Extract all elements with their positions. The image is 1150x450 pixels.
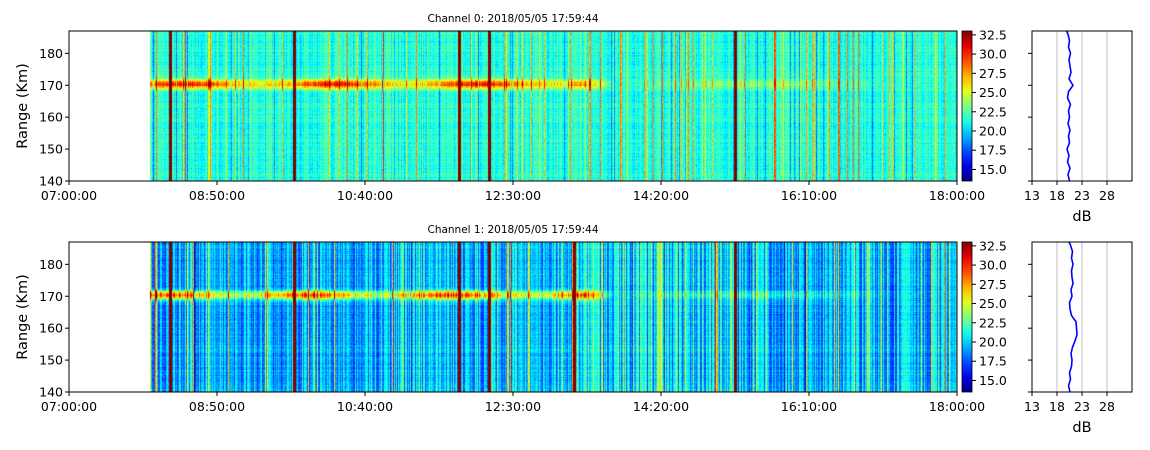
colorbar-tick-label: 30.0: [979, 47, 1007, 62]
y-tick-label: 170: [39, 289, 63, 304]
profile-frame: [1031, 30, 1133, 182]
y-tick-label: 160: [39, 321, 63, 336]
x-tick-label: 10:40:00: [337, 399, 393, 414]
x-tick-label: 18:00:00: [929, 399, 985, 414]
x-tick-label: 16:10:00: [781, 188, 837, 203]
colorbar-tick-label: 30.0: [979, 258, 1007, 273]
profile-x-tick-label: 23: [1074, 399, 1090, 414]
y-tick-label: 180: [39, 46, 63, 61]
x-tick-label: 08:50:00: [189, 188, 245, 203]
colorbar-tick-label: 32.5: [979, 238, 1007, 253]
colorbar-tick-label: 15.0: [979, 162, 1007, 177]
y-axis-label: Range (Km): [15, 63, 31, 149]
y-tick-label: 150: [39, 142, 63, 157]
heatmap-image: [69, 31, 957, 181]
colorbar-tick-label: 25.0: [979, 296, 1007, 311]
profile-x-tick-label: 18: [1049, 188, 1065, 203]
colorbar: [961, 241, 973, 393]
y-axis-label: Range (Km): [15, 274, 31, 360]
x-tick-label: 12:30:00: [485, 188, 541, 203]
x-tick-label: 18:00:00: [929, 188, 985, 203]
y-tick-label: 140: [39, 174, 63, 189]
colorbar-tick-label: 17.5: [979, 143, 1007, 158]
colorbar-tick-label: 15.0: [979, 373, 1007, 388]
colorbar-tick-label: 22.5: [979, 104, 1007, 119]
panel-channel-0: Channel 0: 2018/05/05 17:59:44 07:00:00 08…: [15, 13, 1133, 225]
x-tick-label: 14:20:00: [633, 399, 689, 414]
colorbar-tick-label: 32.5: [979, 27, 1007, 42]
profile-x-tick-label: 28: [1099, 188, 1115, 203]
y-tick-label: 160: [39, 110, 63, 125]
x-tick-label: 08:50:00: [189, 399, 245, 414]
panel-title: Channel 1: 2018/05/05 17:59:44: [427, 224, 598, 236]
panel-title: Channel 0: 2018/05/05 17:59:44: [427, 13, 598, 25]
profile-line: [1065, 30, 1074, 182]
profile-x-tick-label: 13: [1024, 188, 1040, 203]
x-tick-label: 10:40:00: [337, 188, 393, 203]
y-tick-label: 150: [39, 353, 63, 368]
colorbar-tick-label: 22.5: [979, 315, 1007, 330]
profile-x-tick-label: 18: [1049, 399, 1065, 414]
profile-x-tick-label: 13: [1024, 399, 1040, 414]
y-tick-label: 140: [39, 385, 63, 400]
x-tick-label: 07:00:00: [41, 399, 97, 414]
colorbar-tick-label: 20.0: [979, 124, 1007, 139]
colorbar-tick-label: 25.0: [979, 85, 1007, 100]
profile-x-label: dB: [1072, 420, 1091, 436]
colorbar-tick-label: 17.5: [979, 354, 1007, 369]
profile-line: [1067, 241, 1078, 393]
profile-x-tick-label: 28: [1099, 399, 1115, 414]
colorbar-tick-label: 27.5: [979, 277, 1007, 292]
profile-x-label: dB: [1072, 209, 1091, 225]
x-tick-label: 14:20:00: [633, 188, 689, 203]
colorbar-tick-label: 20.0: [979, 335, 1007, 350]
profile-x-tick-label: 23: [1074, 188, 1090, 203]
colorbar-tick-label: 27.5: [979, 66, 1007, 81]
colorbar: [961, 30, 973, 182]
y-tick-label: 180: [39, 257, 63, 272]
y-tick-label: 170: [39, 78, 63, 93]
x-tick-label: 07:00:00: [41, 188, 97, 203]
x-tick-label: 16:10:00: [781, 399, 837, 414]
panel-channel-1: Channel 1: 2018/05/05 17:59:44 07:00:00 08…: [15, 224, 1133, 436]
heatmap-image: [69, 242, 957, 392]
profile-frame: [1031, 241, 1133, 393]
x-tick-label: 12:30:00: [485, 399, 541, 414]
